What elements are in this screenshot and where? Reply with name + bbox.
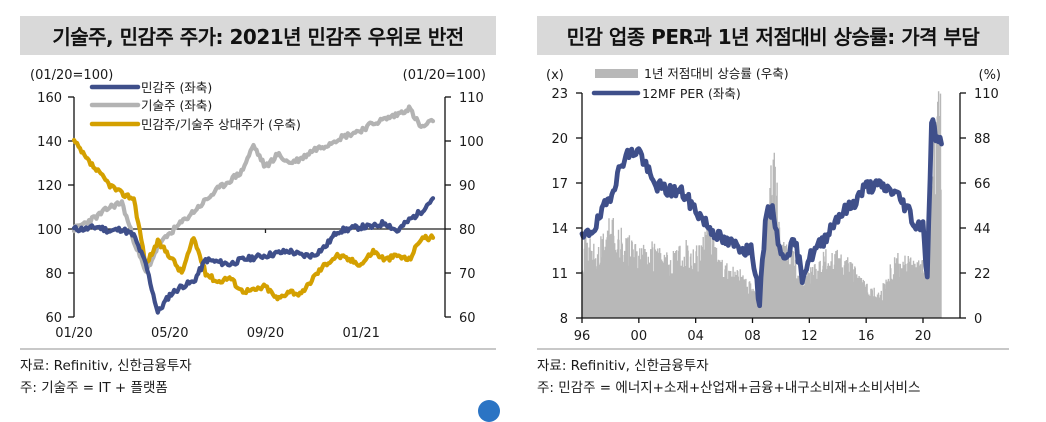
right-chart-legend: 1년 저점대비 상승률 (우축) 12MF PER (좌축) bbox=[591, 66, 789, 101]
series-line-1 bbox=[71, 104, 436, 274]
left-y-tick-label: 160 bbox=[37, 91, 62, 106]
right-chart-plot: (x) (%) 8 11 14 17 20 23 0 22 44 66 88 110 96 00 04 08 1… bbox=[546, 66, 1002, 344]
left-y-tick-label: 80 bbox=[45, 267, 62, 282]
left-y-tick-label: 23 bbox=[551, 87, 568, 102]
right-y-tick-label: 100 bbox=[459, 135, 484, 150]
right-y-tick-label: 66 bbox=[974, 177, 991, 192]
right-chart-title: 민감 업종 PER과 1년 저점대비 상승률: 가격 부담 bbox=[537, 16, 1009, 55]
x-tick-label: 20 bbox=[915, 329, 932, 344]
right-y-tick-label: 44 bbox=[974, 222, 991, 237]
left-chart-title: 기술주, 민감주 주가: 2021년 민감주 우위로 반전 bbox=[20, 16, 496, 55]
x-tick-label: 08 bbox=[744, 329, 761, 344]
left-footer-divider bbox=[20, 348, 496, 350]
series-line-2 bbox=[71, 137, 436, 302]
left-y-tick-label: 140 bbox=[37, 135, 62, 150]
right-axis-unit: (01/20=100) bbox=[403, 68, 486, 83]
x-tick-label: 05/20 bbox=[151, 326, 188, 341]
x-tick-label: 16 bbox=[858, 329, 875, 344]
left-y-tick-label: 11 bbox=[551, 267, 568, 282]
left-chart-legend: 민감주 (좌축) 기술주 (좌축) 민감주/기술주 상대주가 (우축) bbox=[89, 80, 301, 132]
legend-swatch-bars bbox=[595, 69, 638, 78]
x-tick-label: 96 bbox=[574, 329, 591, 344]
left-y-tick-label: 120 bbox=[37, 179, 62, 194]
right-chart-line-series bbox=[579, 117, 944, 309]
right-note-text: 주: 민감주 = 에너지+소재+산업재+금융+내구소비재+소비서비스 bbox=[537, 380, 921, 396]
right-y-tick-label: 110 bbox=[974, 87, 999, 102]
left-y-tick-label: 20 bbox=[551, 132, 568, 147]
left-y-tick-label: 60 bbox=[45, 311, 62, 326]
right-y-tick-label: 88 bbox=[974, 132, 991, 147]
left-note-text: 주: 기술주 = IT + 플랫폼 bbox=[20, 380, 168, 396]
right-y-tick-label: 90 bbox=[459, 179, 476, 194]
left-y-tick-label: 100 bbox=[37, 223, 62, 238]
x-tick-label: 01/20 bbox=[55, 326, 92, 341]
right-chart-panel: 민감 업종 PER과 1년 저점대비 상승률: 가격 부담 (x) (%) 8 1… bbox=[520, 0, 1046, 408]
left-y-tick-label: 17 bbox=[551, 177, 568, 192]
x-tick-label: 00 bbox=[631, 329, 648, 344]
right-y-tick-label: 22 bbox=[974, 267, 991, 282]
decorative-logo-fragment bbox=[478, 400, 500, 422]
left-chart-series bbox=[71, 104, 436, 315]
right-footer-divider bbox=[537, 348, 1009, 350]
right-y-tick-label: 60 bbox=[459, 311, 476, 326]
x-tick-label: 04 bbox=[687, 329, 704, 344]
left-y-tick-label: 14 bbox=[551, 222, 568, 237]
right-chart-axes: 8 11 14 17 20 23 0 22 44 66 88 110 96 00 04 08 12 16 20 bbox=[551, 87, 998, 344]
legend-label: 기술주 (좌축) bbox=[141, 98, 212, 113]
left-axis-unit: (01/20=100) bbox=[30, 68, 113, 83]
right-axis-unit: (%) bbox=[979, 68, 1002, 83]
left-source-text: 자료: Refinitiv, 신한금융투자 bbox=[20, 358, 192, 374]
right-y-tick-label: 80 bbox=[459, 223, 476, 238]
series-line-0 bbox=[71, 196, 436, 315]
left-chart-plot: (01/20=100) (01/20=100) 60 80 100 120 140 160… bbox=[30, 68, 486, 341]
legend-label: 민감주/기술주 상대주가 (우축) bbox=[141, 117, 301, 132]
legend-label: 12MF PER (좌축) bbox=[642, 86, 741, 101]
left-chart-axes: 60 80 100 120 140 160 60 70 80 90 100 110 01/20 05/20… bbox=[37, 91, 484, 341]
right-y-tick-label: 0 bbox=[974, 312, 982, 327]
x-tick-label: 01/21 bbox=[342, 326, 379, 341]
legend-label: 1년 저점대비 상승률 (우축) bbox=[644, 66, 789, 81]
legend-label: 민감주 (좌축) bbox=[141, 80, 212, 95]
right-source-text: 자료: Refinitiv, 신한금융투자 bbox=[537, 358, 709, 374]
per-line bbox=[579, 117, 944, 309]
x-tick-label: 09/20 bbox=[247, 326, 284, 341]
right-y-tick-label: 70 bbox=[459, 267, 476, 282]
right-y-tick-label: 110 bbox=[459, 91, 484, 106]
x-tick-label: 12 bbox=[801, 329, 818, 344]
left-axis-unit: (x) bbox=[546, 68, 564, 83]
left-chart-panel: 기술주, 민감주 주가: 2021년 민감주 우위로 반전 (01/20=100… bbox=[0, 0, 520, 408]
left-y-tick-label: 8 bbox=[560, 312, 568, 327]
